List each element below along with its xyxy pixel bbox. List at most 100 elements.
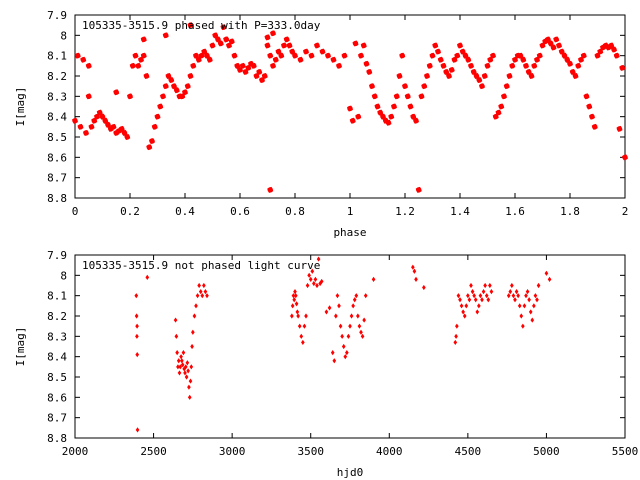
unphased-data-point [547, 276, 552, 282]
phased-x-axis-label: phase [333, 226, 366, 239]
unphased-data-point [486, 297, 491, 303]
phased-data-point [498, 103, 505, 110]
phased-data-point [503, 83, 510, 90]
phased-data-point [193, 52, 199, 59]
unphased-data-point [173, 317, 178, 323]
unphased-data-point [356, 313, 360, 319]
phased-data-point [608, 42, 615, 49]
phased-data-point [363, 60, 370, 67]
phased-data-point [352, 40, 359, 47]
phased-data-point [402, 83, 408, 90]
phased-xtick-label: 1.2 [395, 205, 415, 218]
unphased-data-point [183, 370, 187, 376]
phased-data-point [80, 56, 87, 63]
unphased-data-point [340, 333, 344, 339]
phased-data-point [215, 36, 221, 43]
unphased-data-point [455, 323, 459, 329]
unphased-xtick-label: 5500 [612, 445, 639, 458]
phased-data-point [369, 83, 375, 90]
phased-ytick-label: 8 [60, 29, 67, 42]
unphased-data-point [305, 282, 310, 289]
phased-data-point [314, 42, 320, 49]
unphased-plot-frame [74, 254, 626, 439]
unphased-xtick-label: 3000 [219, 445, 246, 458]
phased-data-point [421, 83, 428, 90]
unphased-data-point [359, 329, 363, 335]
phased-data-point [168, 77, 175, 84]
unphased-data-point [411, 264, 415, 270]
phased-data-point [88, 123, 95, 130]
phased-data-point [432, 42, 439, 49]
unphased-data-point [341, 343, 346, 350]
phased-data-point [286, 42, 293, 49]
unphased-data-point [304, 313, 308, 319]
unphased-x-axis-label: hjd0 [337, 466, 364, 479]
phased-data-point [448, 66, 455, 73]
unphased-data-point [351, 303, 355, 309]
phased-data-point [509, 62, 516, 69]
phased-data-point [289, 48, 296, 55]
phased-data-point [303, 48, 309, 55]
phased-data-point [261, 73, 268, 79]
phased-data-point [459, 48, 466, 55]
unphased-ytick-label: 8.2 [47, 310, 67, 323]
phased-data-point [619, 64, 626, 71]
phased-data-point [528, 73, 535, 79]
unphased-data-point [345, 350, 349, 356]
phased-data-point [256, 68, 263, 75]
unphased-data-point [135, 352, 140, 358]
phased-data-point [589, 113, 595, 120]
unphased-data-point [310, 268, 315, 274]
phased-data-point [358, 52, 364, 59]
unphased-data-point [371, 276, 376, 282]
phased-data-point [124, 134, 131, 140]
phased-xtick-label: 0.8 [285, 205, 305, 218]
unphased-data-point [180, 362, 185, 368]
phased-data-point [143, 73, 150, 79]
unphased-data-point [422, 284, 426, 291]
unphased-data-point [292, 297, 297, 303]
unphased-data-point [135, 323, 139, 329]
unphased-data-point [182, 366, 187, 372]
phased-y-axis-label: I[mag] [14, 87, 27, 127]
unphased-data-point [462, 313, 467, 319]
phased-ytick-label: 8.1 [47, 50, 67, 63]
unphased-data-point [459, 303, 464, 309]
phased-data-point [319, 48, 326, 55]
phased-data-point [583, 93, 590, 100]
unphased-xtick-label: 2500 [140, 445, 167, 458]
unphased-data-point [330, 350, 335, 356]
phased-data-point [162, 83, 169, 90]
unphased-data-point [478, 293, 483, 299]
phased-data-point [220, 24, 227, 31]
phased-ytick-label: 7.9 [47, 9, 67, 22]
unphased-data-point [202, 282, 206, 289]
unphased-data-point [516, 293, 520, 299]
phased-data-point [374, 103, 381, 110]
unphased-data-point [302, 323, 307, 329]
unphased-ytick-label: 7.9 [47, 249, 67, 262]
unphased-data-point [294, 301, 299, 307]
unphased-data-point [187, 394, 192, 400]
phased-xtick-label: 1 [347, 205, 354, 218]
phased-data-point [391, 103, 397, 110]
unphased-data-point [197, 282, 201, 289]
unphased-data-point [536, 282, 541, 289]
unphased-data-point [307, 272, 311, 278]
phased-data-point [355, 113, 362, 120]
unphased-data-point [488, 282, 492, 289]
phased-data-point [536, 52, 543, 59]
phased-data-point [506, 73, 513, 79]
unphased-data-point [293, 293, 298, 299]
unphased-data-point [191, 329, 195, 335]
phased-data-point [129, 62, 136, 69]
phased-data-point [96, 109, 103, 116]
unphased-data-point [544, 270, 549, 276]
unphased-data-point [192, 313, 197, 319]
phased-data-point [85, 93, 92, 100]
unphased-data-point [464, 303, 469, 309]
unphased-data-point [517, 303, 522, 309]
unphased-data-point [334, 313, 338, 319]
unphased-data-point [352, 297, 357, 303]
unphased-data-point [135, 333, 139, 339]
